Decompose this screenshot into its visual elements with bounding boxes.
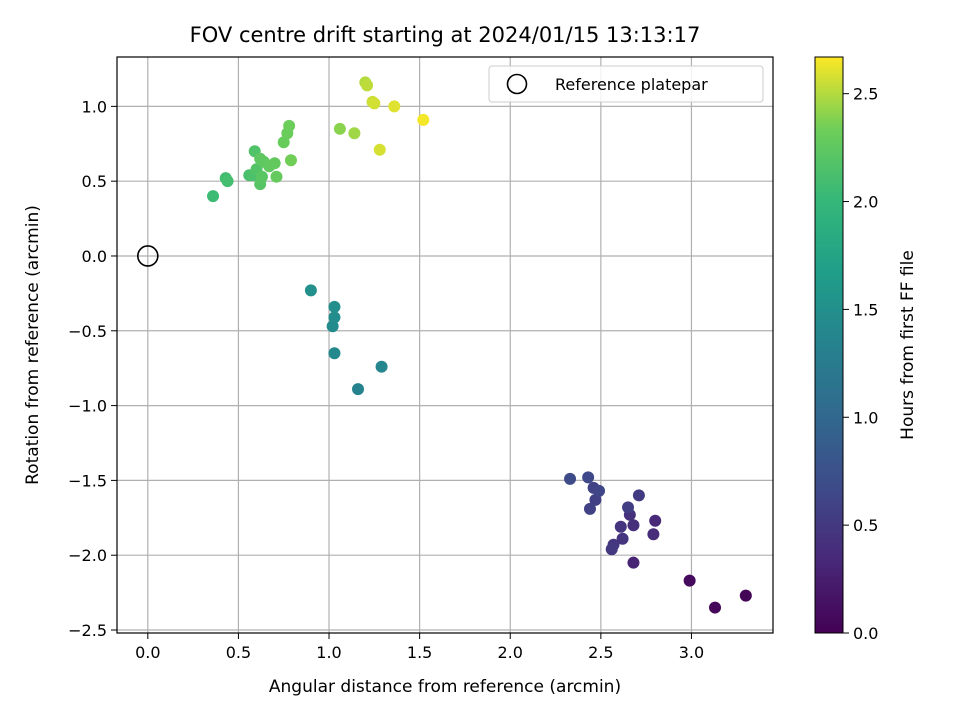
x-tick-label: 1.5	[407, 643, 432, 662]
scatter-point	[627, 519, 640, 532]
scatter-point	[375, 360, 388, 373]
x-tick-label: 0.0	[135, 643, 160, 662]
scatter-point	[373, 143, 386, 156]
y-tick-label: −0.5	[68, 322, 107, 341]
legend: Reference platepar	[488, 65, 764, 103]
scatter-point	[348, 127, 361, 140]
x-axis-title: Angular distance from reference (arcmin)	[269, 677, 621, 697]
colorbar-tick-label: 2.0	[853, 193, 878, 212]
scatter-point	[388, 100, 401, 113]
legend-box	[488, 65, 764, 103]
x-axis-ticks: 0.0 0.5 1.0 1.5 2.0 2.5 3.0	[135, 633, 704, 662]
y-tick-label: −1.0	[68, 397, 107, 416]
scatter-point	[270, 170, 283, 183]
colorbar-tick-label: 1.5	[853, 300, 878, 319]
x-tick-label: 0.5	[226, 643, 251, 662]
scatter-point	[593, 484, 606, 497]
scatter-point	[739, 589, 752, 602]
scatter-point	[649, 514, 662, 527]
scatter-point	[284, 154, 297, 167]
scatter-point	[328, 311, 341, 324]
scatter-point	[268, 157, 281, 170]
scatter-point	[709, 601, 722, 614]
scatter-point	[647, 528, 660, 541]
scatter-point	[627, 556, 640, 569]
scatter-point	[361, 79, 374, 92]
y-axis-title: Rotation from reference (arcmin)	[23, 205, 43, 485]
scatter-point	[622, 501, 635, 514]
scatter-point	[614, 520, 627, 533]
x-tick-label: 1.0	[316, 643, 341, 662]
colorbar-label: Hours from first FF file	[898, 250, 918, 440]
scatter-point	[255, 170, 268, 183]
scatter-point	[221, 175, 234, 188]
scatter-point	[352, 383, 365, 396]
scatter-point	[683, 574, 696, 587]
scatter-point	[283, 119, 296, 132]
x-tick-label: 2.0	[498, 643, 523, 662]
scatter-point	[304, 284, 317, 297]
colorbar-tick-label: 1.0	[853, 408, 878, 427]
legend-marker-icon	[506, 73, 528, 95]
y-tick-label: −2.5	[68, 621, 107, 640]
colorbar-tick-label: 0.0	[853, 624, 878, 643]
x-tick-label: 3.0	[679, 643, 704, 662]
chart-title: FOV centre drift starting at 2024/01/15 …	[190, 23, 701, 47]
scatter-point	[333, 122, 346, 135]
y-tick-label: 1.0	[82, 97, 107, 116]
scatter-point	[368, 97, 381, 110]
y-tick-label: 0.5	[82, 172, 107, 191]
scatter-point	[616, 532, 629, 545]
colorbar	[814, 56, 844, 634]
colorbar-tick-label: 2.5	[853, 85, 878, 104]
scatter-point	[564, 472, 577, 485]
x-tick-label: 2.5	[588, 643, 613, 662]
grid-lines	[117, 57, 773, 633]
scatter-point	[583, 502, 596, 515]
scatter-points	[207, 76, 752, 614]
scatter-point	[277, 136, 290, 149]
scatter-point	[207, 190, 220, 203]
legend-entry: Reference platepar	[555, 75, 708, 94]
colorbar-tick-label: 0.5	[853, 516, 878, 535]
scatter-point	[589, 493, 602, 506]
y-tick-label: 0.0	[82, 247, 107, 266]
scatter-point	[632, 489, 645, 502]
y-axis-ticks: −2.5 −2.0 −1.5 −1.0 −0.5 0.0 0.5 1.0	[68, 97, 117, 640]
y-tick-label: −2.0	[68, 546, 107, 565]
scatter-point	[417, 113, 430, 126]
plot-frame	[116, 56, 774, 634]
scatter-point	[582, 471, 595, 484]
y-tick-label: −1.5	[68, 471, 107, 490]
reference-platepar-marker	[137, 245, 159, 267]
scatter-point	[326, 320, 339, 333]
scatter-point	[328, 347, 341, 360]
colorbar-ticks: 0.0 0.5 1.0 1.5 2.0 2.5	[843, 85, 878, 643]
scatter-point	[605, 543, 618, 556]
scatter-point	[328, 300, 341, 313]
